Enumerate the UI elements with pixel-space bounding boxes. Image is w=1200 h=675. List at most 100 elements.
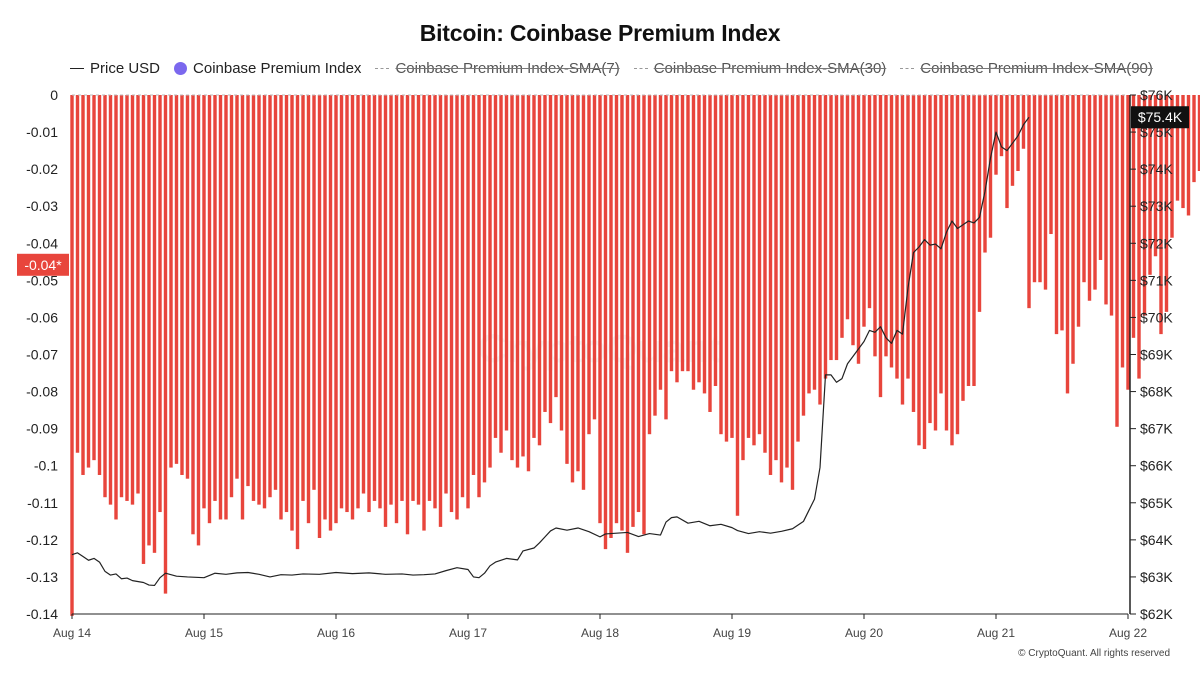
premium-bar bbox=[389, 95, 393, 505]
legend-item-sma7[interactable]: Coinbase Premium Index-SMA(7) bbox=[375, 59, 620, 77]
premium-bar bbox=[1082, 95, 1086, 283]
premium-bar bbox=[708, 95, 712, 412]
premium-bar bbox=[1126, 95, 1130, 390]
premium-bar bbox=[768, 95, 773, 475]
premium-bar bbox=[653, 95, 657, 416]
premium-bar bbox=[977, 95, 982, 312]
premium-bar bbox=[922, 95, 927, 450]
premium-bar bbox=[482, 95, 487, 483]
premium-bar bbox=[1192, 95, 1196, 183]
premium-bar bbox=[631, 95, 635, 527]
premium-bar bbox=[1104, 95, 1108, 305]
left-tick-label: -0.08 bbox=[26, 384, 58, 400]
premium-bar bbox=[317, 95, 322, 538]
premium-bar bbox=[246, 95, 250, 487]
premium-bar bbox=[532, 95, 536, 438]
premium-bar bbox=[790, 95, 795, 490]
premium-bar bbox=[917, 95, 921, 446]
premium-bar bbox=[257, 95, 261, 505]
premium-bar bbox=[81, 95, 85, 475]
premium-bar bbox=[752, 95, 756, 446]
premium-bar bbox=[455, 95, 459, 520]
premium-bar bbox=[471, 95, 476, 475]
x-tick-label: Aug 19 bbox=[713, 626, 751, 640]
premium-bar bbox=[840, 95, 844, 338]
premium-bar bbox=[345, 95, 349, 513]
premium-bar bbox=[730, 95, 734, 438]
premium-bar bbox=[1142, 95, 1147, 316]
premium-bar bbox=[878, 95, 883, 398]
legend-label: Coinbase Premium Index-SMA(90) bbox=[920, 59, 1153, 77]
right-tick-label: $68K bbox=[1140, 384, 1173, 400]
left-tick-label: -0.01 bbox=[26, 124, 58, 140]
premium-bar bbox=[933, 95, 938, 431]
premium-bar bbox=[807, 95, 811, 394]
right-tick-label: $69K bbox=[1140, 347, 1173, 363]
premium-bar bbox=[647, 95, 652, 435]
premium-bar bbox=[367, 95, 371, 513]
left-tick-label: 0 bbox=[50, 87, 58, 103]
premium-bar bbox=[834, 95, 839, 361]
premium-bar bbox=[636, 95, 641, 513]
premium-bar bbox=[614, 95, 619, 524]
premium-bar bbox=[185, 95, 190, 479]
premium-bar bbox=[526, 95, 531, 472]
premium-bar bbox=[1159, 95, 1163, 335]
premium-bar bbox=[565, 95, 569, 464]
premium-bar bbox=[1098, 95, 1103, 260]
premium-bar bbox=[488, 95, 492, 468]
premium-bar bbox=[273, 95, 278, 490]
premium-bar bbox=[1093, 95, 1097, 290]
premium-bar bbox=[213, 95, 217, 501]
legend-item-sma30[interactable]: Coinbase Premium Index-SMA(30) bbox=[633, 60, 886, 77]
premium-bar bbox=[1032, 95, 1037, 283]
premium-bar bbox=[130, 95, 135, 505]
premium-bar bbox=[103, 95, 107, 498]
premium-bar bbox=[609, 95, 613, 538]
premium-bar bbox=[510, 95, 514, 461]
right-tick-label: $70K bbox=[1140, 309, 1173, 325]
premium-bar bbox=[152, 95, 157, 553]
right-tick-label: $67K bbox=[1140, 421, 1173, 437]
premium-bar bbox=[620, 95, 624, 531]
right-tick-label: $66K bbox=[1140, 458, 1173, 474]
premium-bar bbox=[361, 95, 366, 494]
premium-bar bbox=[240, 95, 245, 520]
premium-bar bbox=[999, 95, 1004, 157]
x-tick-label: Aug 17 bbox=[449, 626, 487, 640]
premium-bar bbox=[966, 95, 971, 387]
current-price-tag bbox=[1131, 106, 1189, 129]
right-tick-label: $62K bbox=[1140, 606, 1173, 622]
premium-bar bbox=[983, 95, 987, 253]
legend-label: Coinbase Premium Index bbox=[193, 59, 362, 77]
left-tick-label: -0.06 bbox=[26, 309, 58, 325]
premium-bar bbox=[1054, 95, 1059, 335]
premium-bar bbox=[433, 95, 437, 509]
premium-bar bbox=[372, 95, 377, 501]
right-tick-label: $72K bbox=[1140, 235, 1173, 251]
premium-bar bbox=[757, 95, 762, 435]
premium-bar bbox=[174, 95, 179, 464]
premium-bar bbox=[97, 95, 102, 475]
dot-swatch-icon bbox=[174, 61, 188, 75]
copyright-footer: © CryptoQuant. All rights reserved bbox=[1018, 648, 1170, 659]
premium-bar bbox=[955, 95, 960, 435]
premium-bar bbox=[1148, 95, 1152, 275]
legend-item-sma90[interactable]: Coinbase Premium Index-SMA(90) bbox=[900, 60, 1153, 77]
premium-bar bbox=[1010, 95, 1015, 186]
premium-bar bbox=[224, 95, 228, 520]
premium-bar bbox=[339, 95, 344, 509]
legend-item-price[interactable]: Price USD bbox=[70, 60, 160, 77]
premium-bar bbox=[906, 95, 910, 379]
legend-item-premium[interactable]: Coinbase Premium Index bbox=[174, 60, 361, 77]
premium-bar bbox=[746, 95, 751, 438]
premium-bar bbox=[323, 95, 327, 520]
premium-bar bbox=[328, 95, 333, 531]
premium-bar bbox=[477, 95, 481, 498]
legend-label: Coinbase Premium Index-SMA(7) bbox=[395, 59, 620, 77]
premium-bar bbox=[658, 95, 663, 390]
left-tick-label: -0.02 bbox=[26, 161, 58, 177]
premium-bar bbox=[295, 95, 300, 550]
premium-bar bbox=[405, 95, 410, 535]
